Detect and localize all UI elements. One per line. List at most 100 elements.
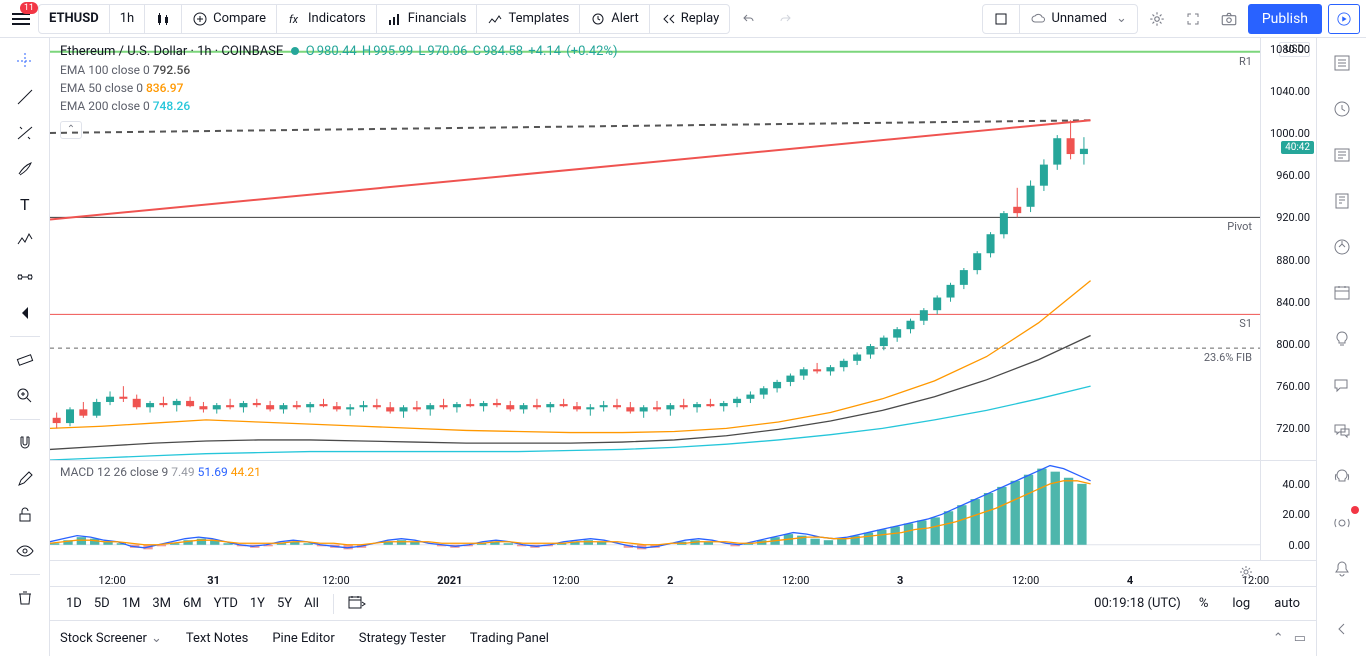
chart-style-button[interactable] — [145, 5, 182, 33]
layout-grid-button[interactable] — [983, 5, 1020, 33]
chat-private-button[interactable] — [1323, 412, 1361, 450]
lock-tool[interactable] — [6, 498, 44, 532]
svg-text:fx: fx — [289, 13, 299, 26]
fx-icon: fx — [287, 11, 303, 27]
range-ytd[interactable]: YTD — [208, 592, 244, 615]
visibility-tool[interactable] — [6, 534, 44, 568]
time-axis[interactable]: 12:003112:00202112:00212:00312:00412:00 — [50, 560, 1316, 586]
notifications-button[interactable] — [1323, 550, 1361, 588]
range-6m[interactable]: 6M — [177, 592, 208, 615]
edit-tool[interactable] — [6, 462, 44, 496]
pattern-tool[interactable] — [6, 224, 44, 258]
panel-maximize-button[interactable]: ▭ — [1294, 631, 1306, 646]
indicators-button[interactable]: fxIndicators — [277, 5, 377, 33]
range-5y[interactable]: 5Y — [271, 592, 298, 615]
chart-canvas[interactable]: Ethereum / U.S. Dollar · 1h · COINBASE O… — [50, 38, 1260, 460]
price-axis[interactable]: USD 1080.001040.001000.00960.00920.00880… — [1260, 38, 1316, 460]
range-3m[interactable]: 3M — [146, 592, 177, 615]
publish-button[interactable]: Publish — [1248, 4, 1322, 34]
chat-public-button[interactable] — [1323, 366, 1361, 404]
fib-label: 23.6% FIB — [1204, 351, 1252, 364]
right-sidebar — [1316, 38, 1366, 656]
stream-button[interactable] — [1323, 458, 1361, 496]
templates-button[interactable]: Templates — [477, 5, 580, 33]
svg-text:T: T — [20, 195, 30, 214]
snapshot-button[interactable] — [1212, 4, 1246, 34]
bottom-text-notes[interactable]: Text Notes — [186, 631, 249, 646]
macd-panel: MACD 12 26 close 9 7.49 51.69 44.21 40.0… — [50, 460, 1316, 560]
play-button[interactable] — [1328, 4, 1360, 34]
time-label: 4 — [1127, 574, 1133, 587]
text-tool[interactable]: T — [6, 188, 44, 222]
ideas-button[interactable] — [1323, 320, 1361, 358]
pivot-label: Pivot — [1227, 220, 1252, 233]
price-chart-panel: Ethereum / U.S. Dollar · 1h · COINBASE O… — [50, 38, 1316, 460]
price-tick: 760.00 — [1276, 380, 1310, 393]
replay-button[interactable]: Replay — [650, 5, 730, 33]
bottom-pine-editor[interactable]: Pine Editor — [272, 631, 334, 646]
magnet-tool[interactable] — [6, 426, 44, 460]
menu-button[interactable]: 11 — [6, 4, 36, 34]
alerts-panel-button[interactable] — [1323, 90, 1361, 128]
range-1y[interactable]: 1Y — [244, 592, 271, 615]
range-bar: 1D5D1M3M6MYTD1Y5YAll 00:19:18 (UTC) % lo… — [50, 586, 1316, 620]
bottom-stock-screener[interactable]: Stock Screener⌄ — [60, 631, 162, 646]
rewind-icon — [660, 11, 676, 27]
macd-canvas[interactable]: MACD 12 26 close 9 7.49 51.69 44.21 — [50, 461, 1260, 560]
bars-icon — [387, 11, 403, 27]
drawing-toolbar: T — [0, 38, 50, 656]
redo-button[interactable] — [768, 4, 802, 34]
clock-label: 00:19:18 (UTC) — [1094, 596, 1181, 611]
pct-button[interactable]: % — [1193, 592, 1215, 615]
zoom-tool[interactable] — [6, 379, 44, 413]
cross-tool[interactable] — [6, 44, 44, 78]
calendar-button[interactable] — [1323, 274, 1361, 312]
undo-button[interactable] — [732, 4, 766, 34]
log-button[interactable]: log — [1226, 592, 1256, 615]
interval-button[interactable]: 1h — [110, 5, 145, 33]
forecast-tool[interactable] — [6, 260, 44, 294]
layout-name-button[interactable]: Unnamed⌄ — [1020, 5, 1136, 33]
fullscreen-button[interactable] — [1176, 4, 1210, 34]
symbol-button[interactable]: ETHUSD — [39, 5, 110, 33]
trendline-tool[interactable] — [6, 80, 44, 114]
topbar: 11 ETHUSD 1h Compare fxIndicators Financ… — [0, 0, 1366, 38]
macd-tick: 20.00 — [1282, 508, 1310, 521]
main-layout: T Ethereum / U.S. Dollar · 1h · COINBASE — [0, 38, 1366, 656]
time-label: 12:00 — [322, 574, 349, 587]
range-5d[interactable]: 5D — [88, 592, 116, 615]
goto-date-button[interactable] — [342, 590, 372, 618]
panel-expand-button[interactable]: ⌃ — [1273, 631, 1284, 646]
time-settings-button[interactable] — [1238, 564, 1254, 583]
watchlist-button[interactable] — [1323, 44, 1361, 82]
object-tree-button[interactable] — [1323, 228, 1361, 266]
trash-tool[interactable] — [6, 581, 44, 615]
fib-tool[interactable] — [6, 116, 44, 150]
clock-icon — [590, 11, 606, 27]
collapse-sidebar-button[interactable] — [1323, 610, 1361, 648]
broadcast-button[interactable] — [1323, 504, 1361, 542]
price-tick: 800.00 — [1276, 338, 1310, 351]
hotlist-button[interactable] — [1323, 182, 1361, 220]
settings-button[interactable] — [1140, 4, 1174, 34]
price-tick: 920.00 — [1276, 211, 1310, 224]
compare-button[interactable]: Compare — [182, 5, 277, 33]
chart-center: Ethereum / U.S. Dollar · 1h · COINBASE O… — [50, 38, 1316, 656]
alert-button[interactable]: Alert — [580, 5, 650, 33]
time-label: 3 — [897, 574, 903, 587]
legend-collapse-button[interactable]: ⌃ — [60, 121, 82, 139]
measure-tool[interactable] — [6, 343, 44, 377]
range-all[interactable]: All — [298, 592, 325, 615]
news-button[interactable] — [1323, 136, 1361, 174]
bottom-bar: Stock Screener⌄ Text Notes Pine Editor Stra… — [50, 620, 1316, 656]
back-arrow[interactable] — [6, 296, 44, 330]
time-label: 12:00 — [552, 574, 579, 587]
bottom-strategy-tester[interactable]: Strategy Tester — [359, 631, 446, 646]
bottom-trading-panel[interactable]: Trading Panel — [470, 631, 549, 646]
auto-button[interactable]: auto — [1268, 592, 1306, 615]
financials-button[interactable]: Financials — [377, 5, 478, 33]
brush-tool[interactable] — [6, 152, 44, 186]
range-1d[interactable]: 1D — [60, 592, 88, 615]
macd-axis[interactable]: 40.0020.000.00 — [1260, 461, 1316, 560]
range-1m[interactable]: 1M — [116, 592, 147, 615]
